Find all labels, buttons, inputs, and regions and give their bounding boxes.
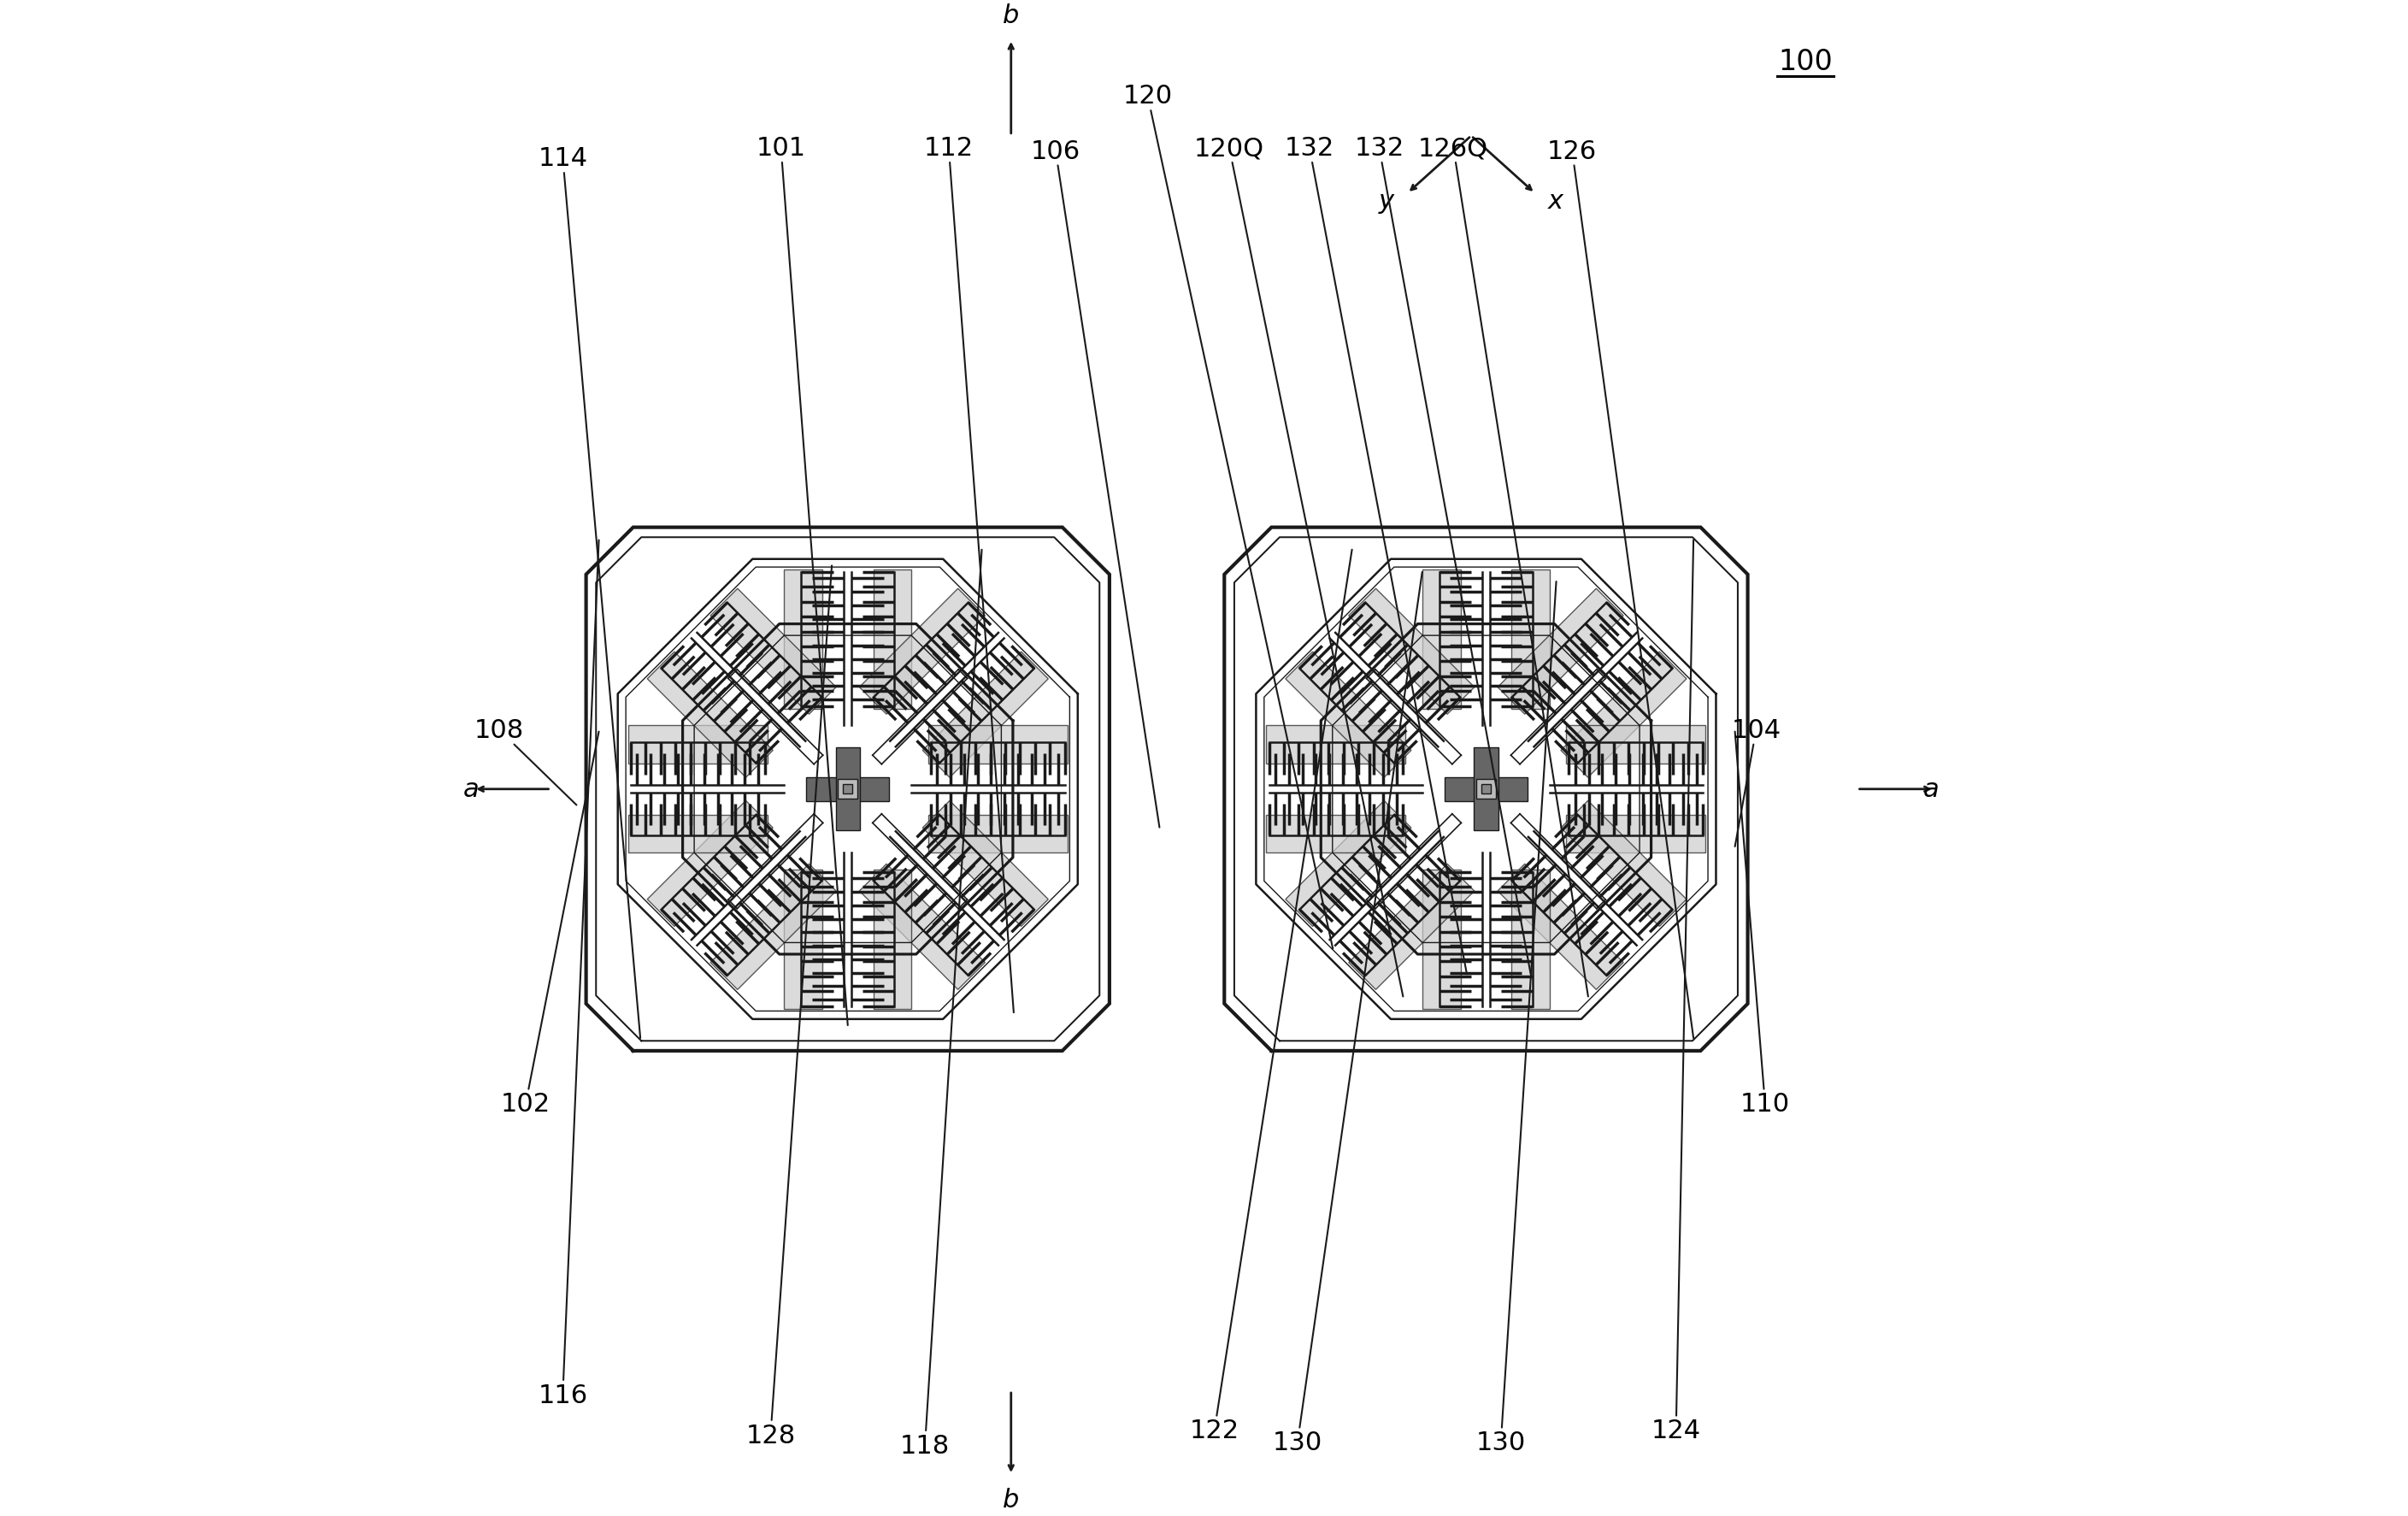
Polygon shape [927, 816, 1067, 854]
Polygon shape [785, 870, 821, 1010]
Text: 102: 102 [501, 732, 600, 1116]
Polygon shape [860, 864, 985, 990]
Text: 104: 104 [1731, 717, 1782, 847]
Text: 128: 128 [746, 565, 831, 1448]
Polygon shape [785, 570, 821, 709]
Text: 132: 132 [1283, 136, 1466, 975]
Polygon shape [1498, 590, 1623, 714]
Polygon shape [874, 570, 913, 709]
Text: 120Q: 120Q [1194, 136, 1404, 998]
Text: 110: 110 [1734, 732, 1789, 1116]
Polygon shape [1481, 785, 1491, 794]
Polygon shape [1267, 816, 1406, 854]
Text: 106: 106 [1031, 139, 1161, 828]
Polygon shape [1348, 590, 1474, 714]
Text: a: a [462, 778, 479, 802]
Text: b: b [1002, 1487, 1019, 1511]
Polygon shape [843, 785, 852, 794]
Text: 100: 100 [1777, 49, 1832, 76]
Polygon shape [710, 864, 836, 990]
Polygon shape [1560, 800, 1686, 926]
Polygon shape [628, 726, 768, 764]
Polygon shape [838, 779, 857, 799]
Text: 132: 132 [1353, 136, 1531, 975]
Text: 126Q: 126Q [1418, 136, 1589, 998]
Polygon shape [860, 590, 985, 714]
Polygon shape [1423, 870, 1462, 1010]
Polygon shape [1474, 747, 1498, 831]
Polygon shape [807, 778, 889, 802]
Text: 120: 120 [1122, 83, 1334, 949]
Text: 122: 122 [1190, 550, 1351, 1443]
Polygon shape [1286, 800, 1411, 926]
Polygon shape [922, 652, 1047, 778]
Text: 116: 116 [537, 541, 600, 1407]
Polygon shape [836, 747, 860, 831]
Polygon shape [1560, 652, 1686, 778]
Text: y: y [1380, 190, 1394, 214]
Polygon shape [927, 726, 1067, 764]
Polygon shape [1476, 779, 1495, 799]
Polygon shape [1498, 864, 1623, 990]
Polygon shape [874, 870, 913, 1010]
Polygon shape [1286, 652, 1411, 778]
Text: 126: 126 [1548, 139, 1693, 1038]
Polygon shape [1565, 726, 1705, 764]
Polygon shape [710, 590, 836, 714]
Polygon shape [1423, 570, 1462, 709]
Text: 112: 112 [925, 136, 1014, 1013]
Text: 114: 114 [537, 147, 641, 1038]
Polygon shape [1445, 778, 1527, 802]
Text: x: x [1548, 190, 1563, 214]
Text: 130: 130 [1271, 573, 1423, 1455]
Text: 130: 130 [1476, 582, 1556, 1455]
Polygon shape [628, 816, 768, 854]
Text: 101: 101 [756, 136, 848, 1025]
Text: 118: 118 [901, 550, 982, 1458]
Text: 108: 108 [474, 717, 576, 805]
Polygon shape [1267, 726, 1406, 764]
Polygon shape [1565, 816, 1705, 854]
Polygon shape [922, 800, 1047, 926]
Text: 124: 124 [1652, 541, 1700, 1443]
Polygon shape [1512, 870, 1551, 1010]
Polygon shape [1348, 864, 1474, 990]
Polygon shape [648, 800, 773, 926]
Text: b: b [1002, 3, 1019, 29]
Polygon shape [648, 652, 773, 778]
Text: a: a [1922, 778, 1938, 802]
Polygon shape [1512, 570, 1551, 709]
